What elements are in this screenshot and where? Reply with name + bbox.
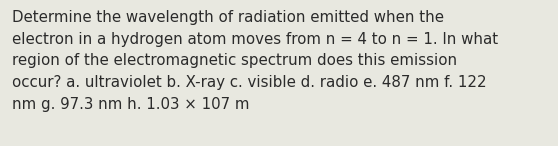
Text: Determine the wavelength of radiation emitted when the
electron in a hydrogen at: Determine the wavelength of radiation em…	[12, 10, 498, 112]
